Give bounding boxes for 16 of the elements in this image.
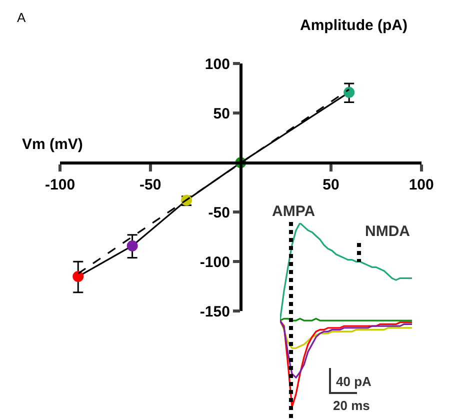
- annotation: AMPA: [272, 203, 316, 220]
- x-tick-label: -50: [140, 176, 162, 194]
- x-tick-label: -100: [45, 176, 76, 194]
- y-tick-label: -50: [208, 204, 230, 222]
- y-tick-label: 100: [204, 56, 230, 73]
- text: A: [17, 10, 26, 25]
- y-tick-label: -150: [200, 303, 230, 320]
- x-tick-label: 50: [322, 176, 340, 194]
- y-axis-title: Amplitude (pA): [300, 17, 408, 34]
- y-tick-label: 50: [213, 105, 230, 122]
- annotation: NMDA: [365, 223, 410, 240]
- x-axis-title: Vm (mV): [22, 136, 83, 153]
- annotation: 40 pA: [336, 374, 372, 389]
- annotation: 20 ms: [333, 398, 370, 413]
- y-tick-label: -100: [200, 254, 230, 271]
- x-tick-label: 100: [408, 176, 434, 194]
